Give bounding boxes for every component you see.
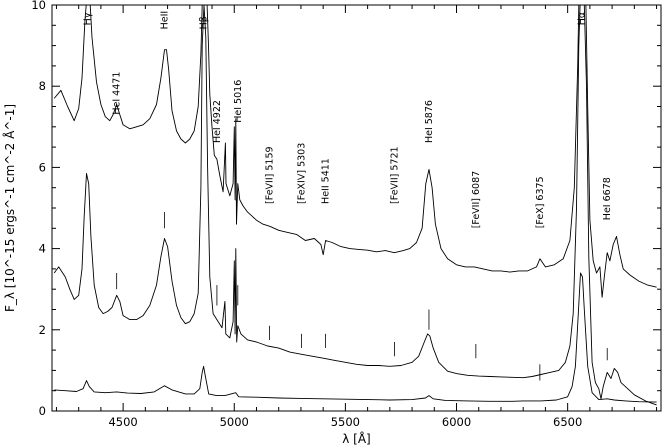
tick-layer [52,4,661,412]
line-label: HeI 6678 [602,177,613,220]
annotation-layer: Hγ HeI 4471 HeII Hβ HeI 4922 HeI 5016 [FeVII] … [83,11,614,229]
line-label: Hγ [83,12,94,25]
x-tick-label: 6500 [553,415,582,429]
line-label: [FeXIV] 5303 [297,143,308,204]
x-tick-label: 5000 [220,415,249,429]
line-label: [FeVII] 5721 [390,146,401,204]
y-tick-label: 6 [39,160,46,174]
line-label: [FeVII] 6087 [471,171,482,229]
x-axis-label: λ [Å] [342,431,371,446]
tick-label-layer: 4500 5000 5500 6000 6500 0 2 4 6 8 10 [31,0,582,429]
y-tick-label: 4 [39,242,46,256]
line-label: [FeX] 6375 [535,176,546,228]
y-tick-label: 8 [39,79,46,93]
spectrum-series-3 [54,272,657,403]
line-label: Hβ [198,16,209,29]
x-tick-label: 5500 [331,415,360,429]
line-label: Hα [577,12,588,25]
y-axis-label: F_λ [10^-15 ergs^-1 cm^-2 Å^-1] [2,104,17,312]
line-label: HeI 4922 [212,100,223,143]
line-label: HeII 5411 [321,158,332,204]
y-tick-label: 2 [39,323,46,337]
y-tick-label: 0 [39,404,46,418]
spectrum-series-2 [53,4,657,406]
line-label: HeI 5876 [424,100,435,143]
line-label: [FeVII] 5159 [265,146,276,204]
line-label: HeI 4471 [112,72,123,115]
line-label: HeII [159,11,170,30]
line-label: HeI 5016 [233,80,244,123]
line-marker-layer [116,212,608,381]
series-layer [53,4,657,406]
y-tick-label: 10 [31,0,46,12]
x-tick-label: 6000 [442,415,471,429]
plot-frame [51,4,662,412]
spectrum-series-1 [53,4,657,298]
x-tick-label: 4500 [108,415,137,429]
